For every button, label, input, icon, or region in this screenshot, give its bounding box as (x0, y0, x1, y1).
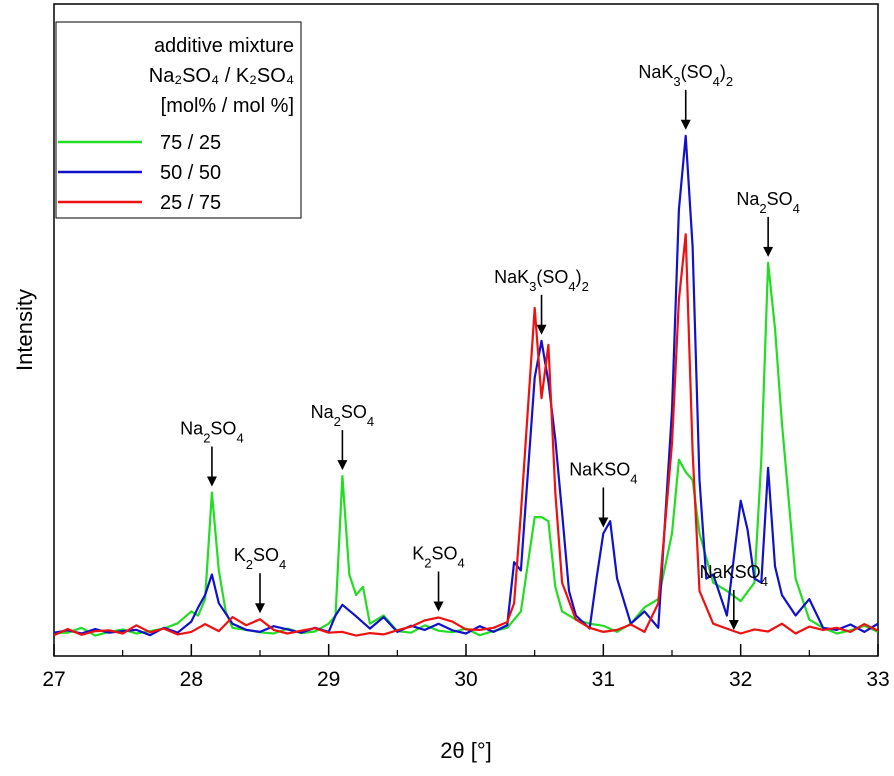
legend-title-line: [mol% / mol %] (161, 95, 294, 117)
series-line (54, 233, 878, 637)
arrow-head (536, 324, 547, 335)
annotation-layer: Na2SO4 K2SO4 Na2SO4 K2SO4 NaK3(SO4)2 NaKSO4 Na… (180, 62, 800, 630)
x-tick-label: 27 (42, 668, 65, 691)
legend-entry: 50 / 50 (160, 162, 221, 184)
arrow-head (206, 476, 217, 487)
arrow-head (728, 620, 739, 630)
arrow-head (598, 517, 609, 528)
peak-annotation-label: K2SO4 (412, 544, 465, 571)
legend-entry: 75 / 25 (160, 132, 221, 154)
legend-title-line: Na₂SO₄ / K₂SO₄ (149, 65, 294, 87)
arrow-head (337, 460, 348, 471)
x-tick-label: 33 (866, 668, 889, 691)
peak-annotation-label: Na2SO4 (311, 402, 375, 429)
peak-annotation-label: NaKSO4 (700, 562, 768, 589)
arrow-head (255, 603, 265, 614)
arrow-head (433, 601, 444, 612)
series-layer (54, 134, 878, 637)
x-tick-label: 31 (592, 668, 615, 691)
x-tick-label: 30 (454, 668, 477, 691)
peak-annotation-label: NaK3(SO4)2 (494, 267, 589, 294)
x-tick-label: 32 (729, 668, 752, 691)
x-axis-title: 2θ [°] (440, 738, 492, 763)
legend-box (55, 21, 302, 219)
peak-annotation-label: K2SO4 (234, 545, 287, 572)
peak-annotation-label: Na2SO4 (736, 189, 800, 216)
arrow-head (680, 119, 691, 130)
peak-annotation-label: NaK3(SO4)2 (638, 62, 733, 89)
peak-annotation-label: NaKSO4 (569, 460, 637, 487)
peak-annotation-label: Na2SO4 (180, 419, 244, 446)
legend-title-line: additive mixture (154, 35, 294, 57)
arrow-head (763, 246, 774, 257)
x-tick-label: 28 (180, 668, 203, 691)
legend-entry: 25 / 75 (160, 192, 221, 214)
x-tick-label: 29 (317, 668, 340, 691)
x-axis: 27 28 29 30 31 32 33 (42, 644, 890, 691)
legend: additive mixture Na₂SO₄ / K₂SO₄ [mol% / … (55, 21, 302, 219)
y-axis-title: Intensity (12, 289, 37, 371)
